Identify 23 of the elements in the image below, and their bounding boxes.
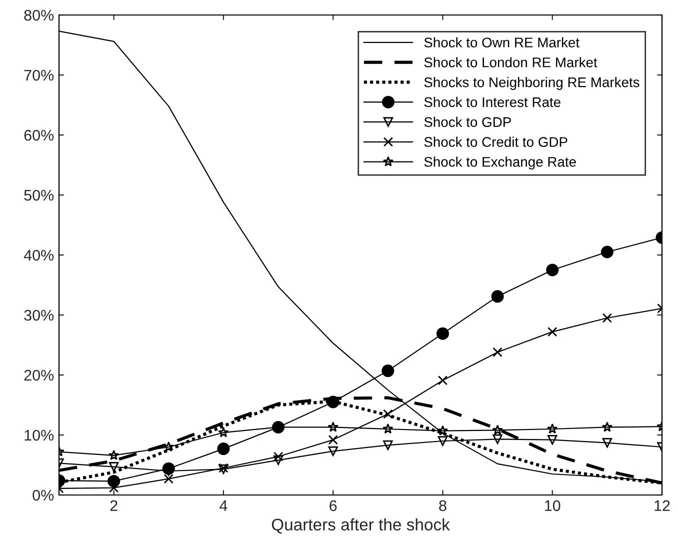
y-tick-label: 20% — [24, 370, 54, 381]
x-axis-title: Quarters after the shock — [272, 518, 450, 534]
x-tick-label: 10 — [545, 500, 560, 512]
y-tick-label: 40% — [24, 250, 54, 261]
legend-label: Shock to Exchange Rate — [424, 156, 576, 170]
x-tick-label: 4 — [220, 500, 228, 511]
x-tick-label: 2 — [110, 500, 118, 511]
legend-label: Shock to Own RE Market — [424, 37, 580, 48]
legend-label: Shocks to Neighboring RE Markets — [424, 77, 640, 90]
x-tick-label: 6 — [330, 500, 337, 512]
y-tick-label: 30% — [24, 310, 54, 321]
y-tick-label: 70% — [24, 70, 54, 81]
legend-label: Shock to Credit to GDP — [424, 136, 568, 147]
y-tick-label: 80% — [24, 10, 54, 21]
x-tick-label: 8 — [439, 500, 446, 512]
y-tick-label: 10% — [24, 430, 54, 441]
legend-label: Shock to London RE Market — [424, 57, 598, 68]
x-tick-label: 12 — [654, 500, 670, 511]
y-tick-label: 60% — [24, 130, 54, 141]
y-tick-label: 0% — [32, 490, 54, 501]
y-tick-label: 50% — [24, 190, 54, 201]
legend-label: Shock to Interest Rate — [424, 96, 560, 108]
legend-label: Shock to GDP — [424, 116, 511, 127]
